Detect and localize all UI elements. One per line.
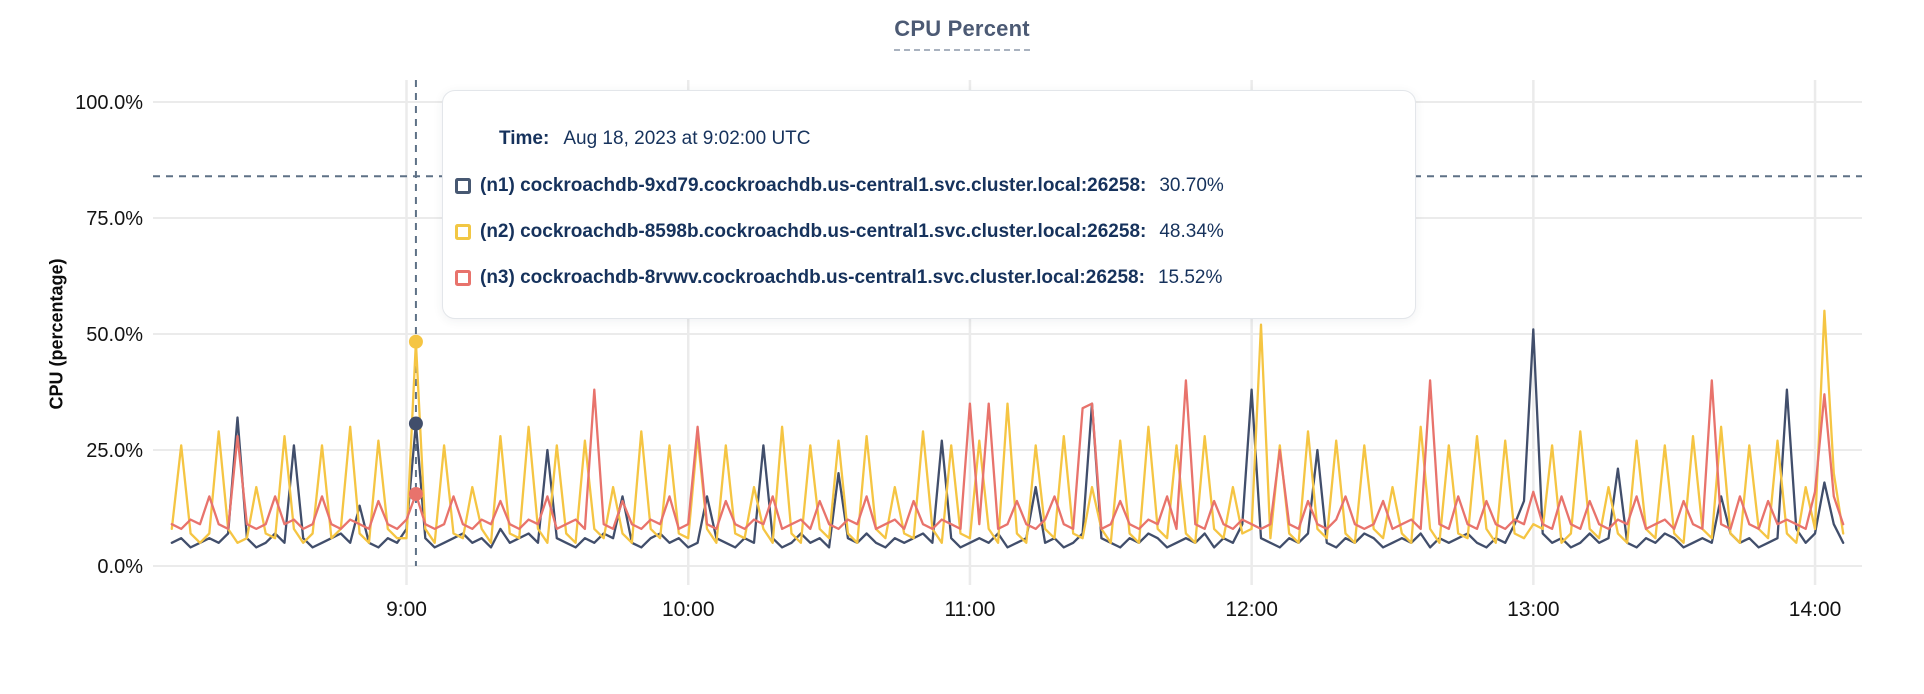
series-n1-value: 30.70%	[1159, 175, 1224, 196]
series-n2-label: (n2) cockroachdb-8598b.cockroachdb.us-ce…	[480, 221, 1147, 242]
series-n3-label: (n3) cockroachdb-8rvwv.cockroachdb.us-ce…	[480, 267, 1145, 288]
y-tick-label: 25.0%	[86, 440, 143, 462]
tooltip-series-row: (n2) cockroachdb-8598b.cockroachdb.us-ce…	[455, 221, 1395, 243]
hover-tooltip: Time: Aug 18, 2023 at 9:02:00 UTC (n1) co…	[442, 90, 1416, 319]
y-tick-label: 50.0%	[86, 324, 143, 346]
hover-point-n1	[408, 416, 423, 431]
series-n2-swatch-icon	[455, 224, 471, 240]
y-tick-label: 75.0%	[86, 208, 143, 230]
series-n2-value: 48.34%	[1159, 221, 1224, 242]
series-n1-swatch-icon	[455, 178, 471, 194]
y-tick-label: 100.0%	[75, 92, 143, 114]
x-tick-label: 9:00	[386, 598, 427, 621]
series-n3-swatch-icon	[455, 270, 471, 286]
tooltip-time-value: Aug 18, 2023 at 9:02:00 UTC	[563, 128, 811, 149]
hover-point-n2	[408, 334, 423, 349]
x-tick-label: 12:00	[1225, 598, 1278, 621]
x-tick-label: 14:00	[1789, 598, 1842, 621]
series-n3-value: 15.52%	[1157, 267, 1223, 288]
x-tick-label: 10:00	[662, 598, 715, 621]
hover-point-n3	[408, 486, 423, 501]
x-tick-label: 11:00	[944, 598, 995, 621]
y-tick-label: 0.0%	[97, 556, 143, 578]
series-n1-label: (n1) cockroachdb-9xd79.cockroachdb.us-ce…	[480, 175, 1147, 196]
tooltip-series-row: (n3) cockroachdb-8rvwv.cockroachdb.us-ce…	[455, 267, 1395, 289]
tooltip-series-row: (n1) cockroachdb-9xd79.cockroachdb.us-ce…	[455, 175, 1395, 197]
x-tick-label: 13:00	[1507, 598, 1560, 621]
tooltip-time-label: Time:	[499, 128, 550, 149]
series-line-n3	[170, 379, 1845, 531]
tooltip-time-row: Time: Aug 18, 2023 at 9:02:00 UTC	[499, 128, 1395, 150]
